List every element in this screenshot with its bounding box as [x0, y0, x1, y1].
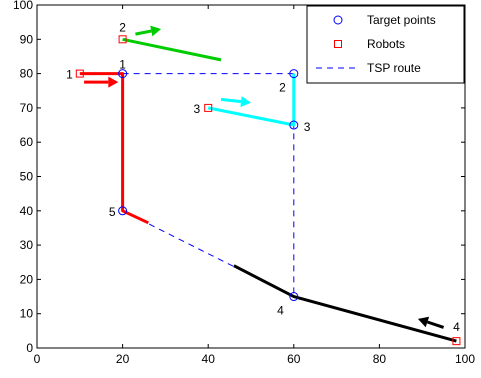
x-tick-label: 0: [34, 352, 41, 366]
arrow-shaft: [220, 97, 242, 104]
point-labels-layer: 1 2 3 4 5 1 2 3 4: [66, 20, 460, 334]
y-tick-label: 100: [13, 0, 33, 12]
target-label-4: 4: [277, 304, 284, 318]
tsp-route-layer: [122, 73, 295, 298]
target-point-2: [289, 69, 299, 79]
y-tick-label: 70: [20, 101, 34, 115]
y-tick-label: 90: [20, 32, 34, 46]
robot-label-4: 4: [453, 320, 460, 334]
y-tick-label: 10: [20, 307, 34, 321]
y-tick-label: 30: [20, 238, 34, 252]
robot-label-1: 1: [66, 68, 73, 82]
robot-path-1: [79, 72, 149, 225]
legend-label: TSP route: [367, 61, 421, 75]
target-label-2: 2: [279, 81, 286, 95]
x-tick-label: 20: [116, 352, 130, 366]
legend-circle-icon: [333, 15, 343, 25]
direction-arrow-1: [84, 76, 119, 88]
robot-path-4: [233, 264, 457, 343]
target-point-3: [289, 120, 299, 130]
y-tick-label: 0: [26, 341, 33, 355]
direction-arrow-3: [220, 96, 251, 108]
legend-entry: TSP route: [316, 61, 421, 75]
tsp-route-line: [122, 73, 295, 298]
legend: Target points Robots TSP route: [306, 5, 465, 84]
legend-entry: Robots: [334, 37, 405, 51]
arrow-shaft: [135, 29, 152, 36]
robot-marker-3: [204, 103, 213, 112]
robot-paths-layer: [79, 37, 457, 343]
direction-arrow-4: [417, 316, 445, 329]
arrow-head: [417, 316, 430, 328]
x-tick-label: 100: [455, 352, 475, 366]
direction-arrow-2: [135, 25, 162, 37]
legend-label: Target points: [367, 13, 436, 27]
robot-label-3: 3: [194, 102, 201, 116]
legend-entry: Target points: [333, 13, 436, 27]
legend-label: Robots: [367, 37, 405, 51]
y-tick-label: 40: [20, 204, 34, 218]
legend-box: [306, 5, 465, 84]
y-tick-label: 80: [20, 67, 34, 81]
robot-marker-1: [75, 69, 84, 78]
markers-layer: [75, 35, 461, 346]
y-tick-label: 50: [20, 170, 34, 184]
robot-path-3: [207, 73, 296, 127]
target-label-3: 3: [304, 120, 311, 134]
arrow-head: [150, 25, 162, 37]
target-point-4: [289, 292, 299, 302]
target-label-5: 5: [109, 205, 116, 219]
y-tick-label: 20: [20, 272, 34, 286]
target-point-5: [118, 206, 128, 216]
axes-layer: 0 20 40 60 80 100 0 10 20 30 40 50 60 70 80 90 100: [13, 0, 475, 366]
robot-label-2: 2: [119, 20, 126, 34]
arrow-head: [240, 96, 251, 108]
x-tick-label: 40: [202, 352, 216, 366]
arrow-head: [108, 76, 119, 88]
arrow-shaft: [426, 320, 445, 329]
x-tick-label: 80: [373, 352, 387, 366]
direction-arrows-layer: [84, 25, 445, 329]
target-label-1: 1: [119, 58, 126, 72]
x-tick-label: 60: [287, 352, 301, 366]
target-point-1: [118, 69, 128, 79]
legend-square-icon: [334, 40, 342, 48]
robot-marker-4: [452, 337, 461, 346]
robot-path-2: [122, 37, 222, 62]
robot-marker-2: [118, 35, 127, 44]
y-tick-label: 60: [20, 135, 34, 149]
